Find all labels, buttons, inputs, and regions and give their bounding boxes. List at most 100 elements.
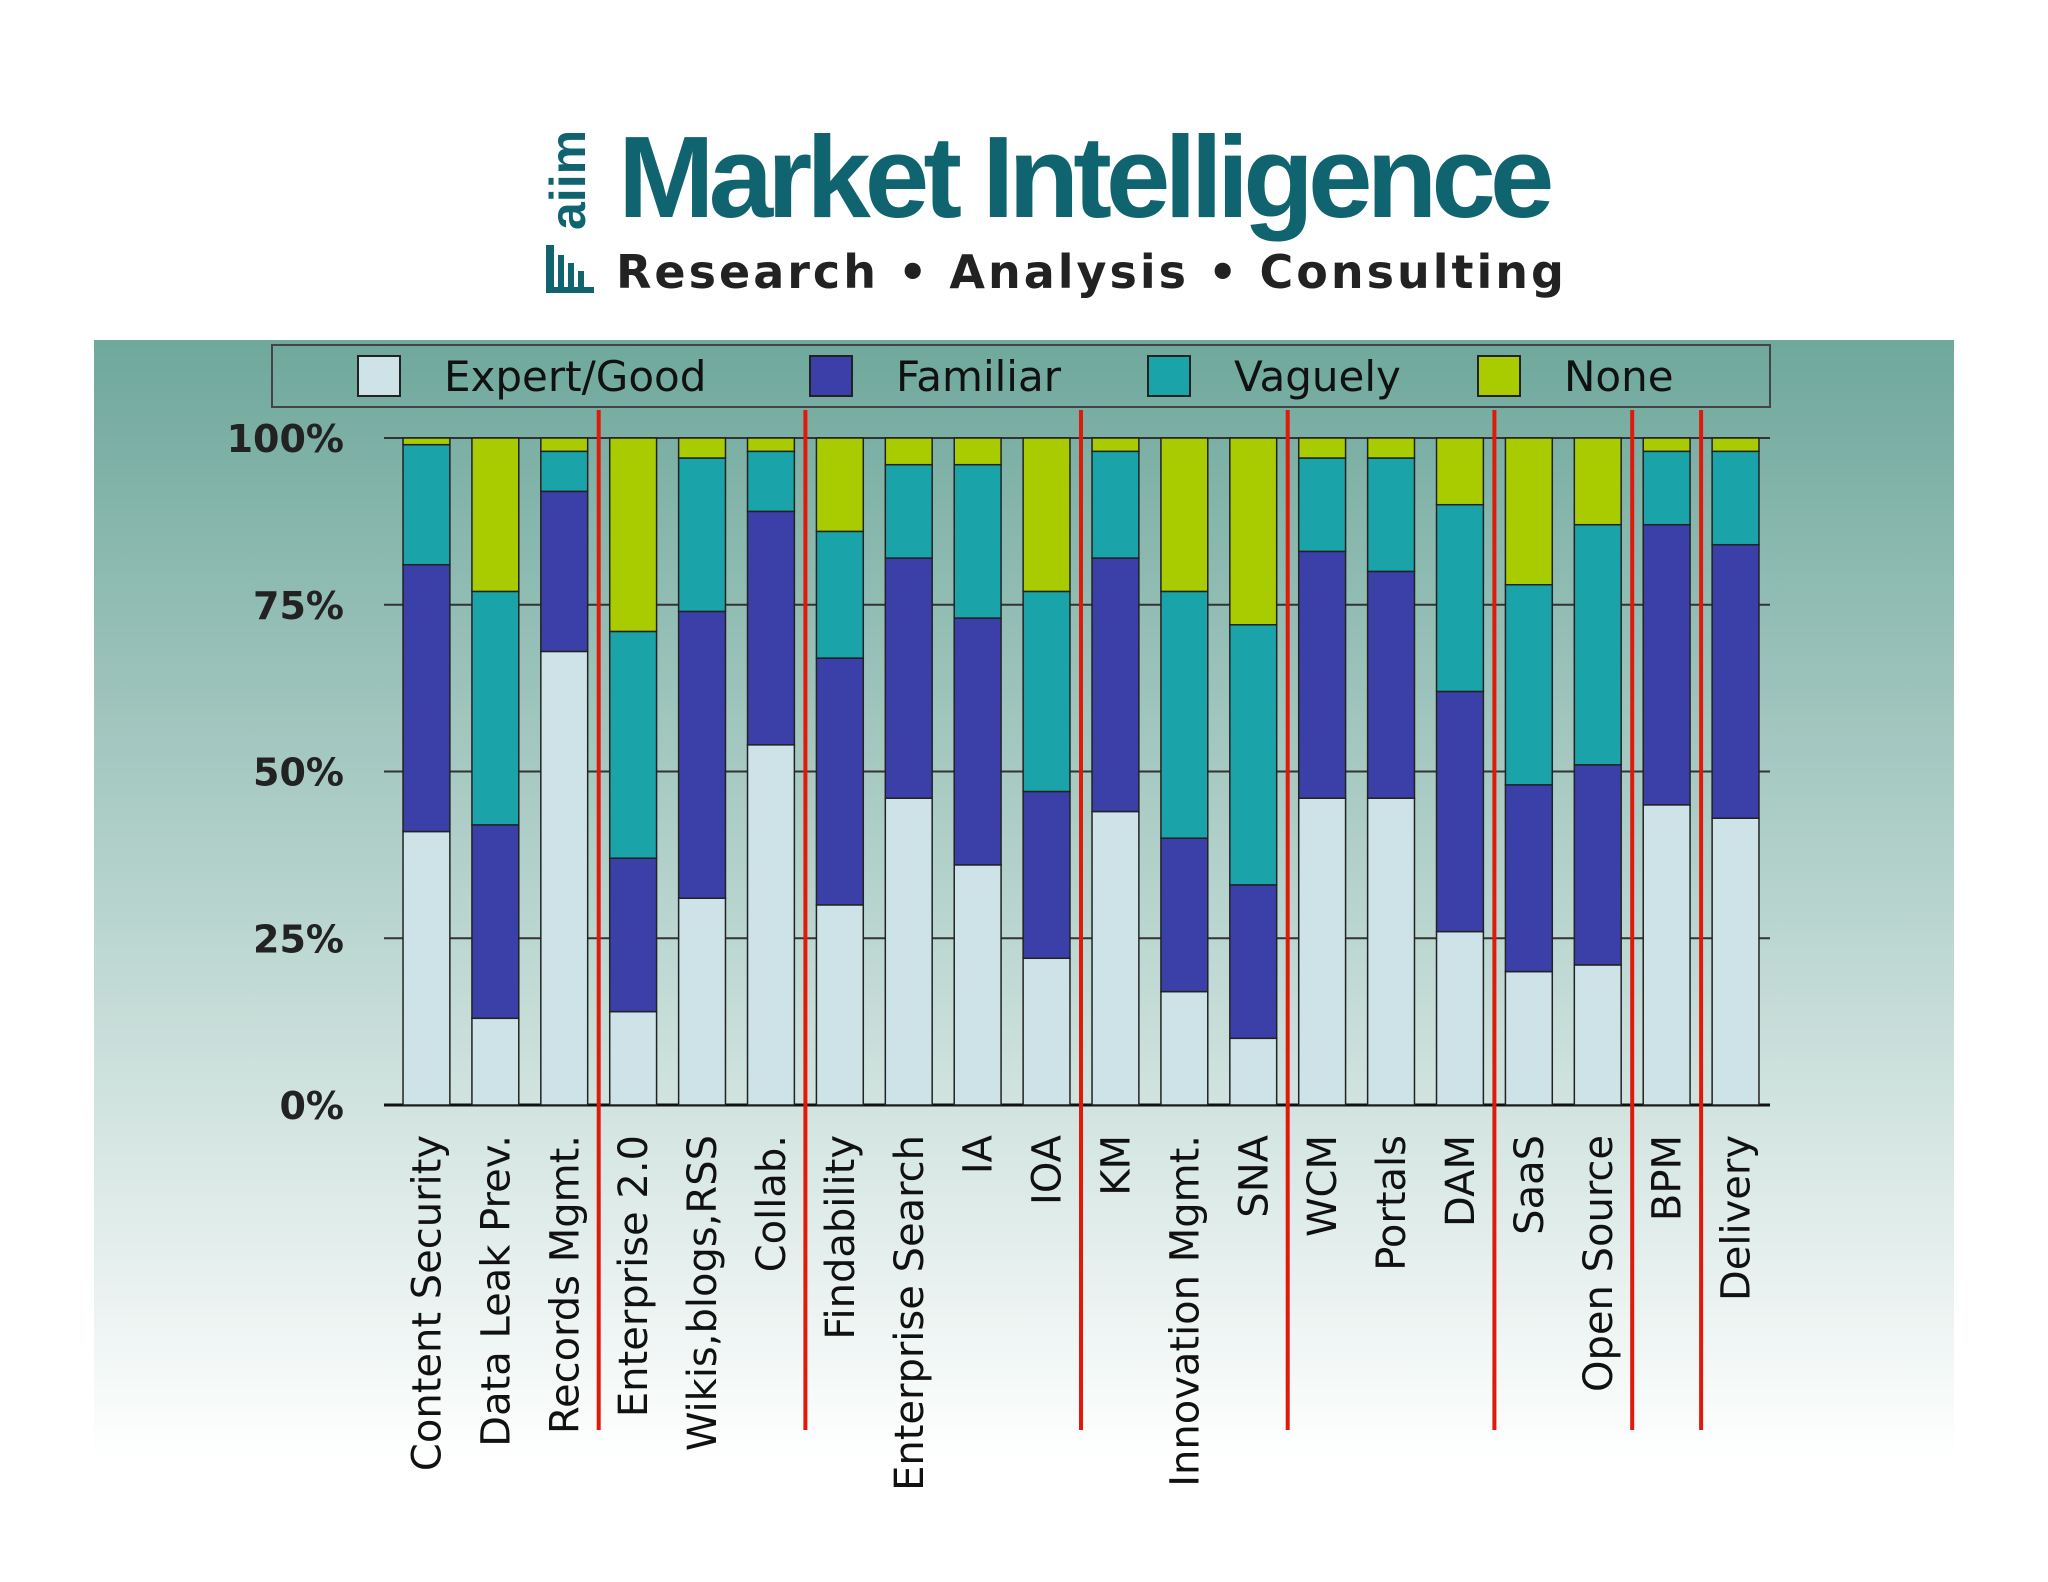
legend-swatch [809,355,853,397]
bar-segment [677,897,727,1106]
market-intelligence-logo: aiim Market Intelligence Research • Anal… [540,110,1564,310]
bar-segment [1435,930,1485,1106]
legend-label: Vaguely [1234,352,1401,401]
bar-segment [1504,437,1554,586]
bar-segment [1091,810,1140,1106]
bar-segment [608,630,658,859]
bar-segment [1160,590,1209,839]
legend-label: Familiar [896,352,1062,401]
x-tick-label: Innovation Mgmt. [1162,1135,1208,1487]
legend-swatch [357,355,401,397]
y-tick-label: 0% [279,1084,344,1128]
y-tick-label: 50% [253,751,344,795]
bar-segment [884,437,933,466]
bar-segment [1435,503,1485,693]
x-tick-label: SNA [1231,1134,1277,1217]
y-tick-label: 25% [253,917,344,961]
x-tick-label: Portals [1369,1135,1415,1271]
bar-segment [677,457,727,613]
bar-segment [1711,543,1760,819]
bar-segment [471,590,520,826]
logo-title: Market Intelligence [618,112,1554,242]
bar-segment [471,824,520,1020]
bar-segment [884,797,933,1106]
bar-segment [884,557,933,799]
bar-segment [815,657,865,906]
bar-segment [1504,784,1554,973]
x-tick-label: Open Source [1576,1135,1622,1392]
bar-segment [1435,437,1485,506]
x-tick-label: Enterprise Search [887,1135,933,1491]
bar-segment [953,463,1002,619]
bar-segment [1091,437,1140,453]
legend-swatch [1477,355,1521,397]
bar-segment [1366,437,1416,459]
y-axis-labels: 0% 25% 50% 75% 100% [227,417,344,1128]
bar-segment [953,437,1002,466]
x-tick-label: WCM [1300,1135,1346,1237]
bar-segment [471,437,520,593]
bar-segment [677,610,727,899]
x-tick-label: Collab. [749,1135,795,1272]
bar-segment [1642,523,1691,806]
y-tick-label: 100% [227,417,344,461]
legend-label: None [1564,352,1674,401]
x-tick-label: BPM [1645,1135,1691,1221]
x-tick-label: Data Leak Prev. [473,1135,519,1447]
x-tick-label: Findability [818,1135,864,1340]
bar-segment [608,437,658,633]
bar-segment [1573,964,1622,1106]
bar-segment [1022,790,1071,960]
bar-segment [1366,457,1416,573]
bar-segment [746,437,796,453]
x-tick-label: DAM [1438,1135,1484,1227]
bar-segment [1642,437,1691,453]
x-tick-label: Content Security [404,1135,450,1471]
bar-segment [677,437,727,459]
bar-segment [1229,884,1278,1040]
bar-segment [1711,817,1760,1106]
bar-segment [1229,437,1278,626]
x-tick-label: KM [1093,1135,1139,1196]
bar-segment [1366,570,1416,799]
x-tick-label: Wikis,blogs,RSS [680,1135,726,1451]
legend-frame [271,344,1771,408]
bar-segment [1504,970,1554,1106]
bar-segment [540,490,589,653]
bar-segment [1229,1037,1278,1106]
bar-segment [746,450,796,513]
bar-segment [1229,624,1278,886]
bar-segment [884,463,933,559]
bar-segment [1160,837,1209,993]
bar-segment [1573,523,1622,766]
bar-segment [540,450,589,493]
group-dividers [596,410,1704,1430]
bar-segment [1504,583,1554,786]
bar-segment [402,830,451,1106]
bar-segment [746,744,796,1106]
logo-subtitle: Research • Analysis • Consulting [616,245,1567,299]
legend-swatch [1147,355,1191,397]
bar-segment [815,904,865,1106]
bar-segment [746,510,796,746]
x-tick-label: Enterprise 2.0 [611,1135,657,1417]
x-tick-label: SaaS [1507,1135,1553,1235]
legend-label: Expert/Good [444,352,706,401]
bar-segment [1573,764,1622,966]
bar-segment [1160,990,1209,1106]
bar-segment [1573,437,1622,526]
bar-segment [1022,590,1071,793]
bar-segment [953,864,1002,1106]
y-tick-label: 75% [253,584,344,628]
bar-segment [540,437,589,453]
bar-segment [1366,797,1416,1106]
bar-segment [1022,957,1071,1106]
bar-segment [471,1017,520,1106]
bar-segment [1297,797,1347,1106]
bar-segment [815,437,865,533]
bar-segment [402,563,451,833]
bar-segment [1297,437,1347,459]
bar-segment [608,857,658,1013]
x-tick-label: IA [956,1134,1002,1174]
